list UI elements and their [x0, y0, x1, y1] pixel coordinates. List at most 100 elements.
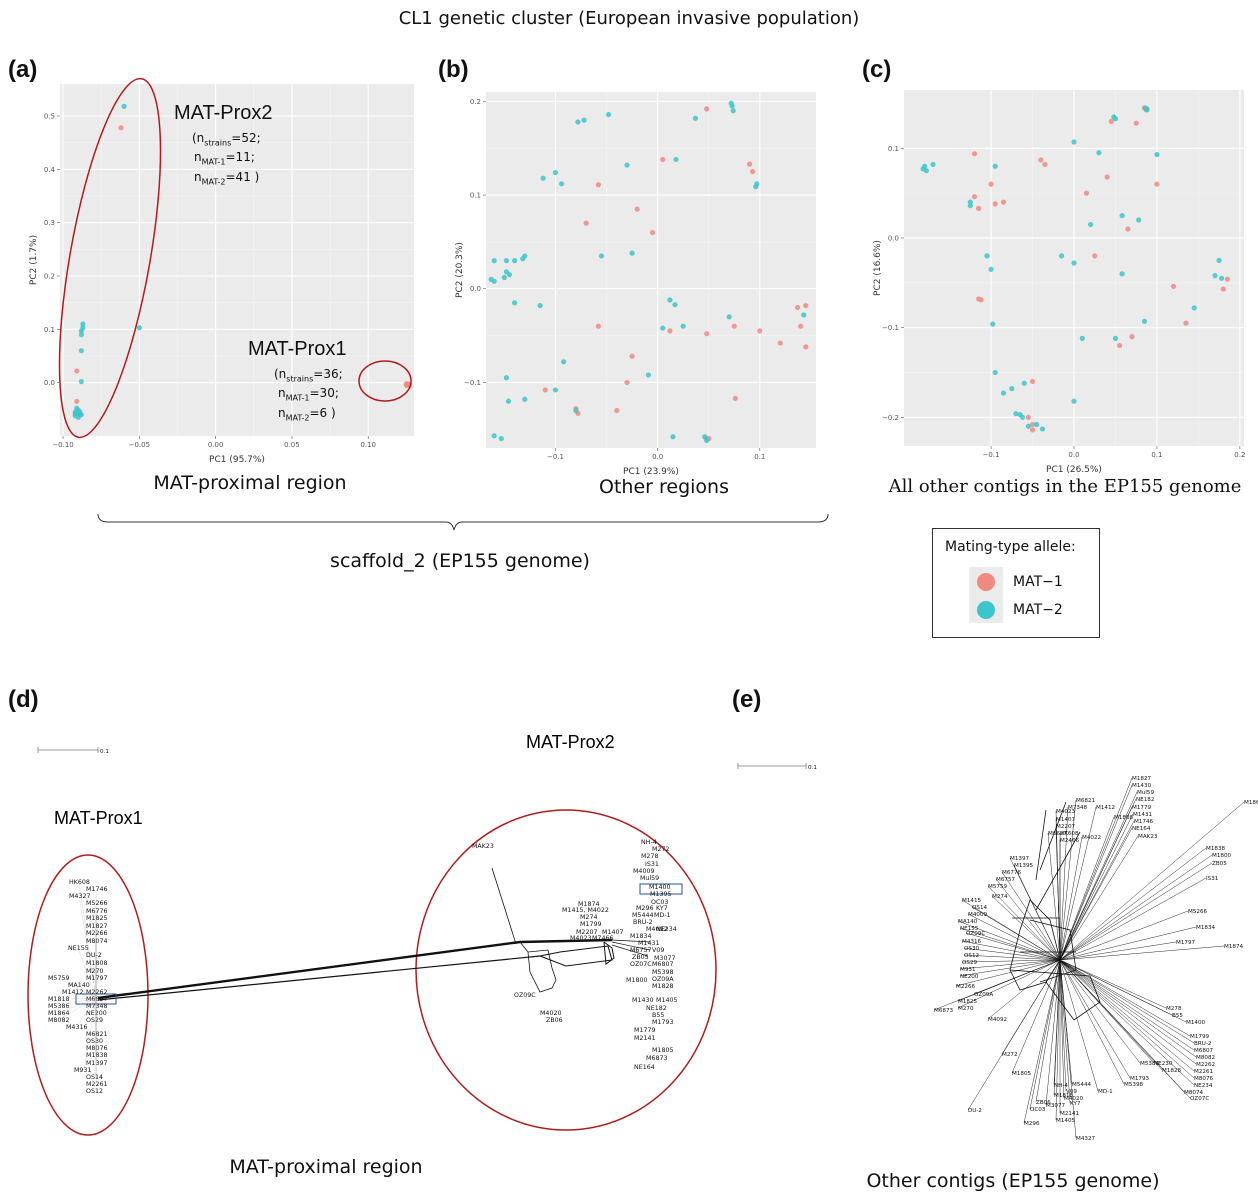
data-point-mat2: [930, 161, 936, 168]
network-leaf: DU-2: [86, 952, 102, 959]
panel-letter-b: (b): [438, 56, 469, 83]
data-point-mat1: [1224, 276, 1231, 282]
annotation-prox2-title: MAT-Prox2: [174, 102, 273, 124]
network-leaf: IS31: [1206, 876, 1219, 882]
network-leaf: M270: [958, 1006, 974, 1012]
network-leaf: M1808: [1114, 815, 1134, 821]
data-point-mat2: [573, 407, 579, 414]
network-leaf: NH-4: [1054, 1083, 1068, 1089]
scale-bar-e: 0.1: [808, 765, 817, 771]
data-point-mat2: [552, 387, 559, 393]
data-point-mat1: [74, 398, 80, 404]
network-leaf: OZ09C: [514, 992, 536, 999]
network-leaf: NE200: [86, 1010, 107, 1017]
data-point-mat2: [1112, 335, 1119, 341]
network-leaf: M6821: [86, 1031, 107, 1038]
network-leaf: NE164: [1132, 826, 1151, 832]
data-point-mat1: [667, 328, 673, 334]
network-leaf: M1799: [580, 921, 601, 928]
network-leaf: M5386: [48, 1003, 69, 1010]
network-leaf: KY7: [1070, 1101, 1081, 1107]
network-leaf: OZ07C: [1190, 1096, 1209, 1102]
data-point-mat1: [1154, 181, 1160, 187]
legend-label-mat2: MAT−2: [1013, 602, 1063, 618]
network-leaf: OZ09A: [974, 992, 993, 998]
network-leaf: OZ09A: [652, 976, 674, 983]
network-leaf: NE155: [68, 945, 89, 952]
network-leaf: M4020: [540, 1010, 561, 1017]
network-leaf: ZB05: [632, 954, 649, 961]
network-leaf: Mul59: [640, 875, 659, 882]
network-leaf: M7466: [592, 935, 613, 942]
data-point-mat1: [978, 297, 984, 303]
network-leaf: ZB05: [1212, 861, 1227, 867]
data-point-mat1: [1170, 283, 1177, 289]
network-leaf: NE234: [656, 926, 677, 933]
annotation-prox2-mat1: nMAT-1=11;: [194, 150, 255, 167]
data-point-mat2: [1216, 257, 1222, 263]
network-leaf: M6757: [630, 947, 651, 954]
network-leaf: M1407: [602, 929, 623, 936]
network-leaf: M4020: [1064, 1096, 1084, 1102]
data-point-mat1: [1000, 199, 1007, 205]
network-leaf: M2261: [86, 1081, 107, 1088]
network-leaf: Mul59: [1137, 790, 1154, 796]
data-point-mat2: [753, 184, 759, 190]
legend: Mating-type allele: MAT−1 MAT−2: [932, 528, 1100, 638]
network-leaf: M1797: [1176, 940, 1196, 946]
network-leaf: M1825: [958, 999, 978, 1005]
network-leaf: OC03: [1030, 1107, 1046, 1113]
data-point-mat2: [801, 312, 807, 318]
network-leaf: M1805: [652, 1047, 673, 1054]
data-point-mat1: [976, 205, 982, 211]
network-leaf: M6873: [646, 1055, 667, 1062]
network-leaf: BRU-2: [1194, 1041, 1211, 1047]
network-leaf: M1864: [48, 1010, 69, 1017]
network-leaf: M2266: [86, 930, 107, 937]
network-leaf: M3077: [654, 955, 675, 962]
data-point-mat2: [1000, 390, 1007, 396]
network-leaf: B55: [652, 1012, 664, 1019]
x-axis-label-c: PC1 (26.5%): [1046, 465, 1102, 475]
data-point-mat2: [522, 396, 528, 402]
network-leaf: MAK23: [472, 843, 494, 850]
data-point-mat1: [798, 323, 804, 329]
data-point-mat1: [1029, 421, 1036, 428]
y-axis-label-c: PC2 (16.6%): [873, 240, 883, 296]
network-leaf: M1779: [1132, 805, 1152, 811]
data-point-mat2: [552, 169, 559, 176]
data-point-mat2: [984, 253, 990, 259]
network-leaf: M4316: [962, 939, 982, 945]
data-point-mat1: [1129, 333, 1135, 340]
network-leaf: M278: [1166, 1006, 1182, 1012]
data-point-mat1: [1025, 414, 1031, 420]
data-point-mat1: [1108, 118, 1114, 124]
network-leaf: M1430: [1132, 783, 1152, 789]
data-point-mat2: [491, 258, 497, 264]
network-leaf: M5266: [1188, 909, 1208, 915]
network-d-prox2-label: MAT-Prox2: [526, 732, 615, 752]
x-tick-label-c: 0.1: [1151, 451, 1162, 459]
annotation-prox1-strains: (nstrains=36;: [274, 367, 343, 384]
network-leaf: MD-1: [1098, 1089, 1113, 1095]
network-leaf: M2466: [1060, 838, 1080, 844]
network-leaf: M4009: [633, 868, 654, 875]
data-point-mat1: [542, 387, 548, 393]
y-tick-label-a: 0.4: [44, 166, 56, 174]
y-tick-label-c: −0.2: [882, 414, 899, 422]
data-point-mat1: [595, 182, 601, 188]
data-point-mat2: [1039, 426, 1046, 432]
network-leaf: M4327: [69, 893, 90, 900]
data-point-mat1: [971, 151, 978, 157]
network-leaf: OC03: [651, 899, 668, 906]
data-point-mat1: [1104, 174, 1110, 180]
x-axis-label-b: PC1 (23.9%): [623, 467, 679, 477]
network-leaf: M2262: [86, 989, 107, 996]
data-point-mat2: [729, 103, 735, 109]
data-point-mat2: [522, 253, 528, 259]
network-leaf: M1412: [62, 989, 83, 996]
data-point-mat2: [78, 328, 84, 334]
network-leaf: M4327: [1076, 1136, 1096, 1142]
network-leaf: M1805: [1012, 1071, 1032, 1077]
data-point-mat1: [704, 331, 710, 337]
